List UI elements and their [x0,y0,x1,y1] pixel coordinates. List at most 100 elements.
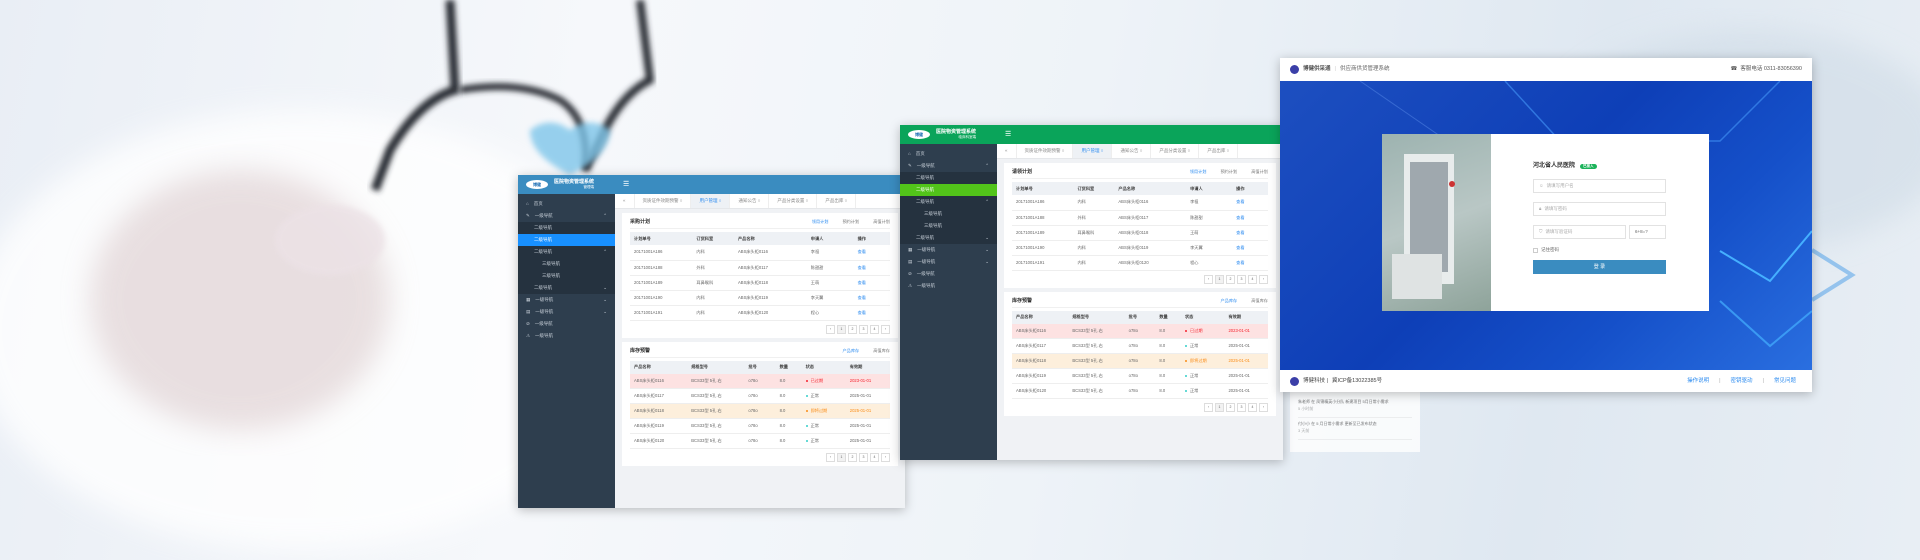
system-title: 医院物资管理系统 [936,128,977,135]
tab[interactable]: 产品分类设置 ○ [769,194,818,208]
sidebar-item[interactable]: ⌂ 首页 [900,148,997,160]
page-button[interactable]: 3 [1237,274,1246,284]
page-button[interactable]: 2 [1226,274,1235,284]
sidebar-item[interactable]: 二级导航 [518,222,615,234]
view-link[interactable]: 查看 [1232,195,1268,211]
tab[interactable]: 用户管理 ○ [691,194,731,208]
page-button[interactable]: 2 [848,453,857,462]
sidebar-item[interactable]: ▦ 一级导航 ⌄ [518,294,615,306]
subtab[interactable]: 高值库存 [1251,297,1268,303]
sidebar-item[interactable]: 三级导航 [900,220,997,232]
subtab[interactable]: 高值计划 [873,219,890,224]
sidebar-item[interactable]: ▤ 一级导航 ⌄ [518,306,615,318]
sidebar-item[interactable]: ⚠ 一级导航 [900,280,997,292]
column-header: 操作 [853,232,890,245]
view-link[interactable]: 查看 [1232,210,1268,226]
page-button[interactable]: 2 [1226,403,1235,412]
subtab[interactable]: 高值库存 [873,347,890,353]
view-link[interactable]: 查看 [853,290,890,306]
sidebar-item[interactable]: 三级导航 [518,258,615,270]
view-link[interactable]: 查看 [853,275,890,291]
next-page-button[interactable]: › [1259,274,1268,284]
chevron-up-icon: ⌃ [603,213,607,218]
next-page-button[interactable]: › [881,453,890,462]
username-input[interactable]: ☺ 请填写用户名 [1533,179,1666,193]
page-button[interactable]: 1 [1215,274,1224,284]
prev-page-button[interactable]: ‹ [826,453,835,462]
footer-link-driver[interactable]: 密钥驱动 [1730,377,1753,384]
page-button[interactable]: 4 [1248,274,1257,284]
menu-toggle-icon[interactable]: ☰ [623,181,630,188]
plan-card: 采购计划 领用计划 预约计划 高值计划 计划单号 订货科室 产品名称 申请人 操作 2017100… [622,213,898,338]
tab[interactable]: 产品分类设置 ○ [1151,144,1200,158]
status-text: 正常 [810,393,819,398]
sidebar-item[interactable]: 三级导航 [900,208,997,220]
password-input[interactable]: 🔒︎ 请填写密码 [1533,202,1666,216]
tab[interactable]: 产品出库 ○ [1199,144,1239,158]
card-title: 请领计划 [1012,169,1033,175]
captcha-input[interactable]: ⛉ 请填写验证码 [1533,225,1626,239]
page-button[interactable]: 4 [870,324,879,334]
sidebar-item[interactable]: ⊘ 一级导航 [518,318,615,330]
sidebar-item[interactable]: ▦ 一级导航 ⌄ [900,244,997,256]
login-button[interactable]: 登 录 [1533,260,1666,274]
sidebar-item[interactable]: 二级导航 ⌄ [518,282,615,294]
page-button[interactable]: 2 [848,324,857,334]
sidebar-item[interactable]: ✎ 一级导航 ⌃ [900,160,997,172]
next-page-button[interactable]: › [881,324,890,334]
page-button[interactable]: 4 [870,453,879,462]
subtab[interactable]: 产品库存 [842,347,860,353]
prev-page-button[interactable]: ‹ [826,324,835,334]
page-button[interactable]: 1 [1215,403,1224,412]
next-page-button[interactable]: › [1259,403,1268,412]
view-link[interactable]: 查看 [1232,240,1268,256]
footer-link-faq[interactable]: 常见问题 [1773,377,1796,384]
card-title: 采购计划 [630,219,651,225]
sidebar-item[interactable]: 二级导航 ⌃ [900,196,997,208]
view-link[interactable]: 查看 [853,260,890,276]
sidebar-item[interactable]: 二级导航 ⌄ [900,232,997,244]
tabs-scroll-left-icon[interactable]: « [615,194,635,208]
page-button[interactable]: 3 [1237,403,1246,412]
tab[interactable]: 通知公告 ○ [1112,144,1152,158]
menu-toggle-icon[interactable]: ☰ [1005,131,1012,138]
subtab[interactable]: 领用计划 [811,219,829,224]
subtab[interactable]: 高值计划 [1251,169,1268,174]
prev-page-button[interactable]: ‹ [1204,403,1213,412]
view-link[interactable]: 查看 [1232,255,1268,271]
sidebar-item[interactable]: ⊘ 一级导航 [900,268,997,280]
sidebar-item[interactable]: ✎ 一级导航 ⌃ [518,210,615,222]
tab[interactable]: 资质证件效期预警 ○ [1017,144,1074,158]
prev-page-button[interactable]: ‹ [1204,274,1213,284]
sidebar-item[interactable]: 二级导航 [900,184,997,196]
sidebar-item[interactable]: ⚠ 一级导航 [518,330,615,342]
captcha-question[interactable]: 6+8=? [1629,225,1666,239]
subtab[interactable]: 领用计划 [1189,169,1207,174]
view-link[interactable]: 查看 [853,305,890,321]
subtab[interactable]: 预约计划 [842,219,860,224]
remember-checkbox[interactable] [1533,247,1538,253]
view-link[interactable]: 查看 [853,245,890,261]
sidebar-item[interactable]: 三级导航 [518,270,615,282]
sidebar-item[interactable]: 二级导航 [518,234,615,246]
page-button[interactable]: 4 [1248,403,1257,412]
tabs-scroll-left-icon[interactable]: « [997,144,1017,158]
table-row: ABS床头柜0118 BCS33型 5孔 右 o78o 8.0 即将过期 2025-01-… [1012,353,1268,369]
tab[interactable]: 用户管理 ○ [1073,144,1113,158]
tab[interactable]: 资质证件效期预警 ○ [635,194,692,208]
sidebar-item[interactable]: ⌂ 首页 [518,198,615,210]
sidebar-item-content: 三级导航 [542,258,560,270]
page-button[interactable]: 3 [859,324,868,334]
tab[interactable]: 通知公告 ○ [730,194,770,208]
footer-link-guide[interactable]: 操作说明 [1687,377,1710,384]
page-button[interactable]: 1 [837,324,846,334]
sidebar-item[interactable]: 二级导航 [900,172,997,184]
tab[interactable]: 产品出库 ○ [817,194,857,208]
sidebar-item[interactable]: ▤ 一级导航 ⌄ [900,256,997,268]
page-button[interactable]: 3 [859,453,868,462]
subtab[interactable]: 产品库存 [1220,297,1238,303]
page-button[interactable]: 1 [837,453,846,462]
subtab[interactable]: 预约计划 [1220,169,1238,174]
view-link[interactable]: 查看 [1232,225,1268,241]
sidebar-item[interactable]: 二级导航 ⌃ [518,246,615,258]
